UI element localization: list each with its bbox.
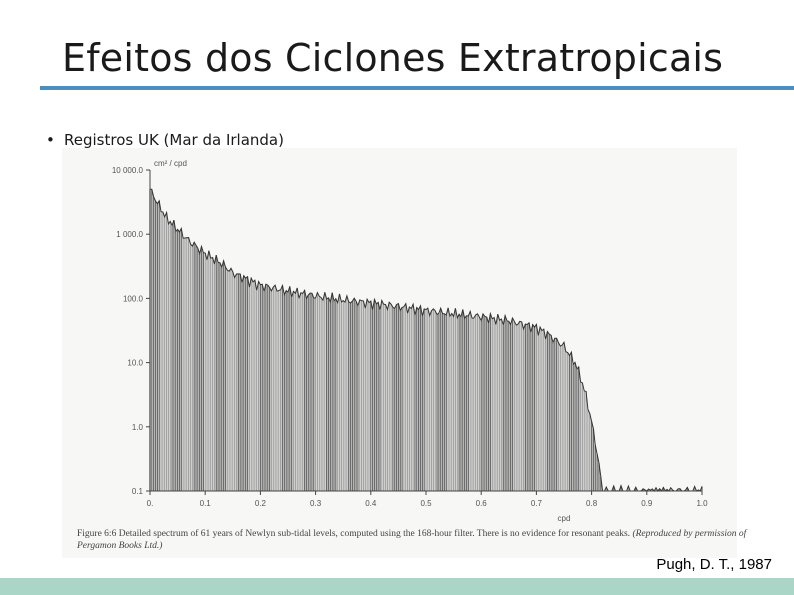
title-rule — [40, 86, 794, 90]
y-tick-label: 10.0 — [127, 359, 143, 368]
y-tick-label: 10 000.0 — [112, 166, 144, 175]
slide-title: Efeitos dos Ciclones Extratropicais — [62, 36, 724, 80]
x-tick-label: 0.1 — [200, 499, 212, 508]
x-tick-label: 0.8 — [586, 499, 598, 508]
x-tick-label: 1.0 — [696, 499, 708, 508]
bullet-text: Registros UK (Mar da Irlanda) — [64, 131, 284, 148]
x-tick-label: 0.9 — [641, 499, 653, 508]
y-tick-label: 100.0 — [123, 294, 144, 303]
y-tick-label: 1.0 — [132, 423, 144, 432]
x-tick-label: 0. — [147, 499, 154, 508]
x-tick-label: 0.4 — [365, 499, 377, 508]
y-axis-label: cm² / cpd — [154, 159, 187, 168]
caption-prefix: Figure 6:6 — [77, 529, 117, 539]
x-tick-label: 0.5 — [420, 499, 432, 508]
footer-band — [0, 578, 794, 595]
bullet-dot-icon: • — [46, 131, 55, 148]
x-axis-label: cpd — [558, 514, 571, 523]
caption-body: Detailed spectrum of 61 years of Newlyn … — [118, 529, 631, 539]
y-tick-label: 0.1 — [132, 487, 144, 496]
caption-credit: (Reproduced by permission of Pergamon Bo… — [77, 529, 747, 551]
citation: Pugh, D. T., 1987 — [656, 556, 772, 573]
figure-caption: Figure 6:6 Detailed spectrum of 61 years… — [77, 528, 757, 552]
x-tick-label: 0.6 — [476, 499, 488, 508]
bullet-item: • Registros UK (Mar da Irlanda) — [46, 131, 284, 148]
x-tick-label: 0.3 — [310, 499, 322, 508]
y-tick-label: 1 000.0 — [116, 230, 143, 239]
x-tick-label: 0.2 — [255, 499, 267, 508]
x-tick-label: 0.7 — [531, 499, 543, 508]
spectrum-figure: 10 000.0 1 000.0 100.0 10.0 1.0 0.1 0. 0.1 0.2 0.… — [62, 148, 737, 558]
